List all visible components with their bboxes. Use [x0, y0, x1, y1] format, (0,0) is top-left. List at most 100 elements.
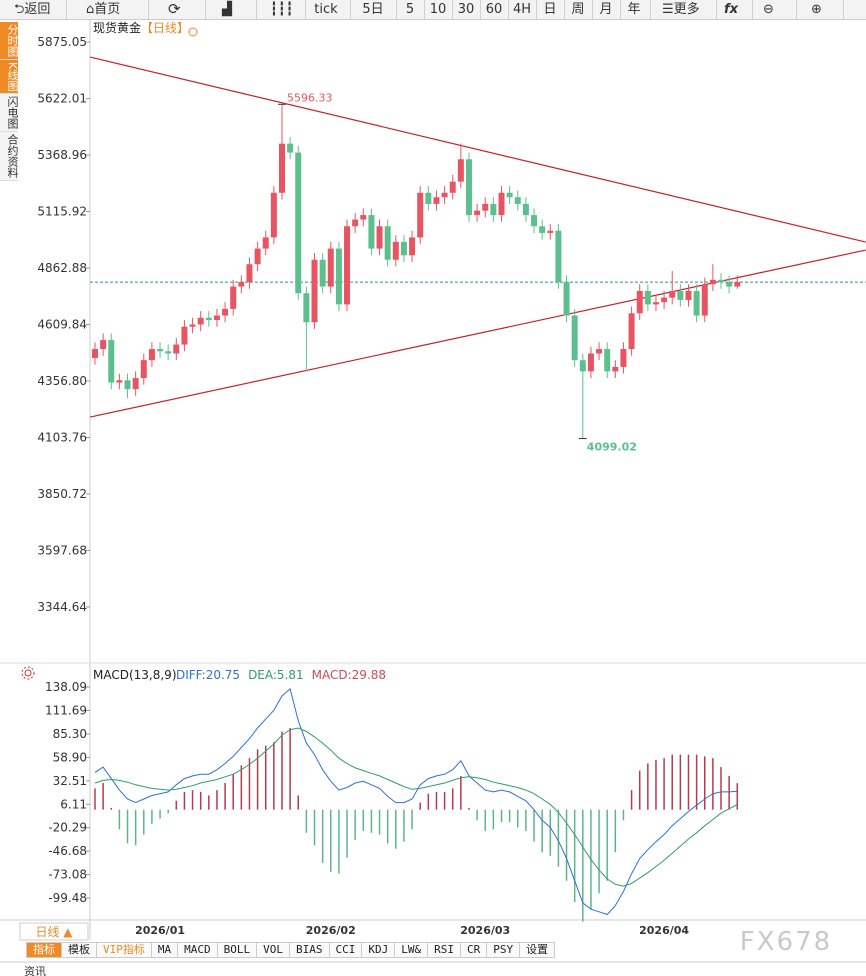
high-label: 5596.33: [287, 91, 333, 104]
candle-body: [327, 248, 334, 287]
x-tick-label: 2026/04: [639, 924, 689, 937]
period[interactable]: 周: [571, 2, 585, 17]
y-tick-label: 3344.64: [37, 600, 87, 614]
candle-body: [213, 315, 220, 321]
period[interactable]: tick: [314, 2, 338, 17]
candle-body: [165, 351, 172, 354]
macd-line: [94, 727, 738, 887]
y-tick-label: 6.11: [60, 797, 87, 811]
collapse-icon[interactable]: [188, 27, 198, 37]
candle-body: [604, 349, 611, 372]
candle-body: [709, 279, 716, 285]
zoom-in[interactable]: ⊕: [811, 2, 822, 17]
trendline: [90, 56, 866, 243]
x-tick-label: 2026/02: [306, 924, 356, 937]
macd-title: MACD(13,8,9): [93, 668, 177, 682]
y-tick-label: -73.08: [48, 868, 87, 882]
candle-body: [579, 360, 586, 372]
y-tick-label: -99.48: [48, 891, 87, 905]
tab[interactable]: PSY: [487, 942, 521, 958]
settings-icon[interactable]: [21, 666, 35, 680]
tab[interactable]: BOLL: [217, 942, 258, 958]
tab[interactable]: CCI: [329, 942, 363, 958]
chart-type-button[interactable]: ▟: [222, 2, 232, 17]
price-plot: [90, 56, 866, 439]
chart-bg: [0, 20, 866, 940]
side-tab[interactable]: 分时图: [0, 22, 19, 60]
period[interactable]: 60: [485, 2, 503, 17]
candle-body: [116, 380, 123, 383]
tab[interactable]: 设置: [520, 942, 556, 958]
candle-body: [335, 248, 342, 305]
candle-body: [352, 219, 359, 227]
tab[interactable]: VIP指标: [97, 942, 152, 958]
footer-tab[interactable]: 资讯: [24, 965, 46, 976]
candle-body: [718, 279, 725, 283]
legend-label: DEA:5.81: [248, 668, 304, 682]
candle-body: [262, 237, 269, 249]
zoom-out[interactable]: ⊖: [763, 2, 774, 17]
candle-body: [278, 143, 285, 193]
watermark: FX678: [740, 927, 832, 957]
period[interactable]: 30: [457, 2, 475, 17]
candle-body: [92, 349, 98, 358]
side-tab[interactable]: 合约资料: [0, 132, 19, 182]
tab[interactable]: CR: [461, 942, 488, 958]
tab[interactable]: KDJ: [362, 942, 396, 958]
candle-body: [344, 226, 351, 305]
home-button[interactable]: ⌂首页: [86, 2, 121, 17]
tab[interactable]: VOL: [257, 942, 290, 958]
period[interactable]: 4H: [512, 2, 532, 17]
candle-body: [425, 192, 432, 204]
side-tab[interactable]: 闪电图: [0, 94, 19, 133]
label: 返回: [24, 2, 51, 17]
period[interactable]: 年: [627, 2, 641, 17]
tab[interactable]: MA: [151, 942, 179, 958]
period[interactable]: 10: [429, 2, 447, 17]
macd-line: [94, 687, 738, 916]
tab[interactable]: 模板: [62, 942, 97, 958]
candle-body: [140, 360, 147, 379]
candle-body: [498, 192, 505, 216]
side-tab[interactable]: K线图: [0, 60, 19, 95]
tab[interactable]: 指标: [26, 942, 62, 958]
y-tick-label: -46.68: [48, 844, 87, 858]
candle-body: [449, 181, 456, 193]
candle-body: [148, 349, 155, 361]
candle-body: [587, 353, 594, 372]
candle-body: [270, 192, 277, 238]
tab[interactable]: RSI: [428, 942, 461, 958]
candle-body: [701, 284, 708, 316]
period[interactable]: 5日: [362, 2, 384, 17]
y-tick-label: 4862.88: [37, 261, 87, 275]
tab[interactable]: LW&: [395, 942, 429, 958]
y-tick-label: 138.09: [45, 680, 87, 694]
candle-body: [669, 290, 676, 298]
candle-body: [254, 248, 261, 265]
back-button[interactable]: ⮌返回: [14, 2, 51, 17]
y-tick-label: 58.90: [53, 750, 87, 764]
formula-button[interactable]: fx: [724, 2, 739, 17]
tab[interactable]: BIAS: [290, 942, 330, 958]
candle-body: [400, 241, 407, 256]
refresh-button[interactable]: ⟳: [168, 0, 181, 18]
period-button[interactable]: [19, 922, 89, 941]
period[interactable]: 5: [405, 2, 415, 17]
y-tick-label: 32.51: [53, 774, 87, 788]
tab[interactable]: MACD: [178, 942, 218, 958]
candle-button[interactable]: ┇┇┇: [270, 2, 294, 17]
candle-body: [100, 340, 107, 350]
candle-body: [132, 378, 139, 390]
toolbar: ⮌返回 ⌂首页 ⟳ ▟ ┇┇┇ tick 5日 5 10 30 60 4H 日 …: [0, 0, 866, 20]
y-tick-label: 5368.96: [37, 148, 87, 162]
period[interactable]: 月: [599, 2, 613, 17]
side-tabs: 分时图 K线图 闪电图 合约资料: [0, 22, 19, 182]
candle-body: [238, 282, 245, 287]
period-label[interactable]: 日线 ▲: [35, 925, 73, 939]
candle-body: [173, 344, 180, 354]
label: 更多: [673, 2, 700, 17]
more-button[interactable]: ☰更多: [662, 2, 700, 17]
period[interactable]: 日: [543, 2, 557, 17]
candle-body: [596, 349, 603, 354]
